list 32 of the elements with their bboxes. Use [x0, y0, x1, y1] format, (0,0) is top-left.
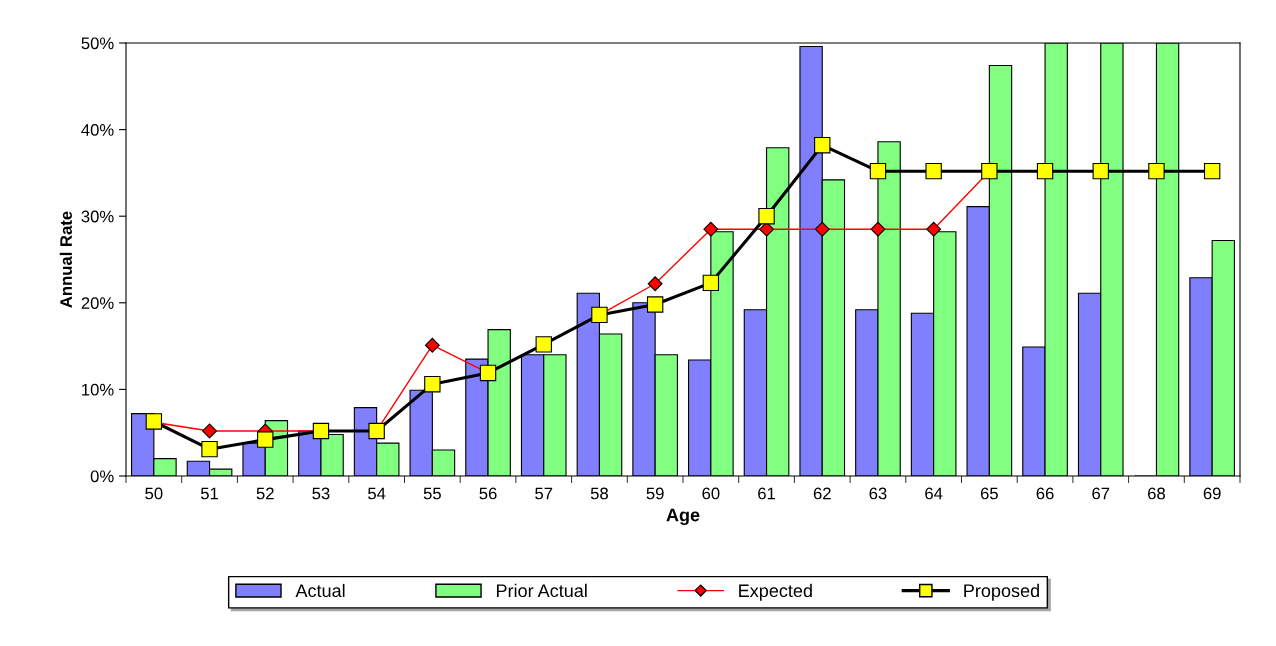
- legend-label: Prior Actual: [496, 583, 587, 598]
- legend-label: Proposed: [964, 583, 1039, 601]
- y-tick-label: 0%: [90, 470, 114, 483]
- x-tick-label: 56: [479, 487, 497, 500]
- x-tick-label: 58: [590, 487, 608, 500]
- x-tick-label: 69: [1203, 487, 1221, 500]
- legend-label: Expected: [739, 583, 812, 601]
- y-tick-label: 40%: [81, 124, 114, 136]
- x-tick-label: 50: [145, 487, 163, 500]
- x-tick-label: 51: [200, 487, 219, 500]
- y-tick-label: 20%: [81, 297, 114, 309]
- x-tick-label: 53: [312, 487, 330, 500]
- y-tick-label: 10%: [82, 383, 114, 396]
- x-tick-label: 63: [869, 487, 887, 500]
- x-tick-label: 64: [925, 487, 943, 500]
- x-tick-label: 57: [535, 487, 553, 500]
- y-tick-label: 30%: [81, 210, 114, 223]
- legend-label: Actual: [295, 583, 345, 598]
- y-tick-label: 50%: [81, 37, 114, 50]
- x-tick-label: 68: [1148, 487, 1165, 500]
- x-tick-label: 55: [423, 487, 441, 500]
- x-axis-title: Age: [666, 508, 700, 526]
- x-tick-label: 65: [980, 487, 998, 500]
- y-axis-title: Annual Rate: [59, 211, 72, 308]
- x-tick-label: 66: [1036, 487, 1054, 500]
- x-tick-label: 54: [368, 487, 386, 500]
- x-tick-label: 60: [702, 487, 720, 500]
- x-tick-label: 59: [646, 487, 664, 500]
- x-tick-label: 62: [813, 487, 831, 500]
- x-tick-label: 61: [758, 487, 776, 500]
- x-tick-label: 67: [1092, 487, 1110, 500]
- x-tick-label: 52: [256, 487, 274, 500]
